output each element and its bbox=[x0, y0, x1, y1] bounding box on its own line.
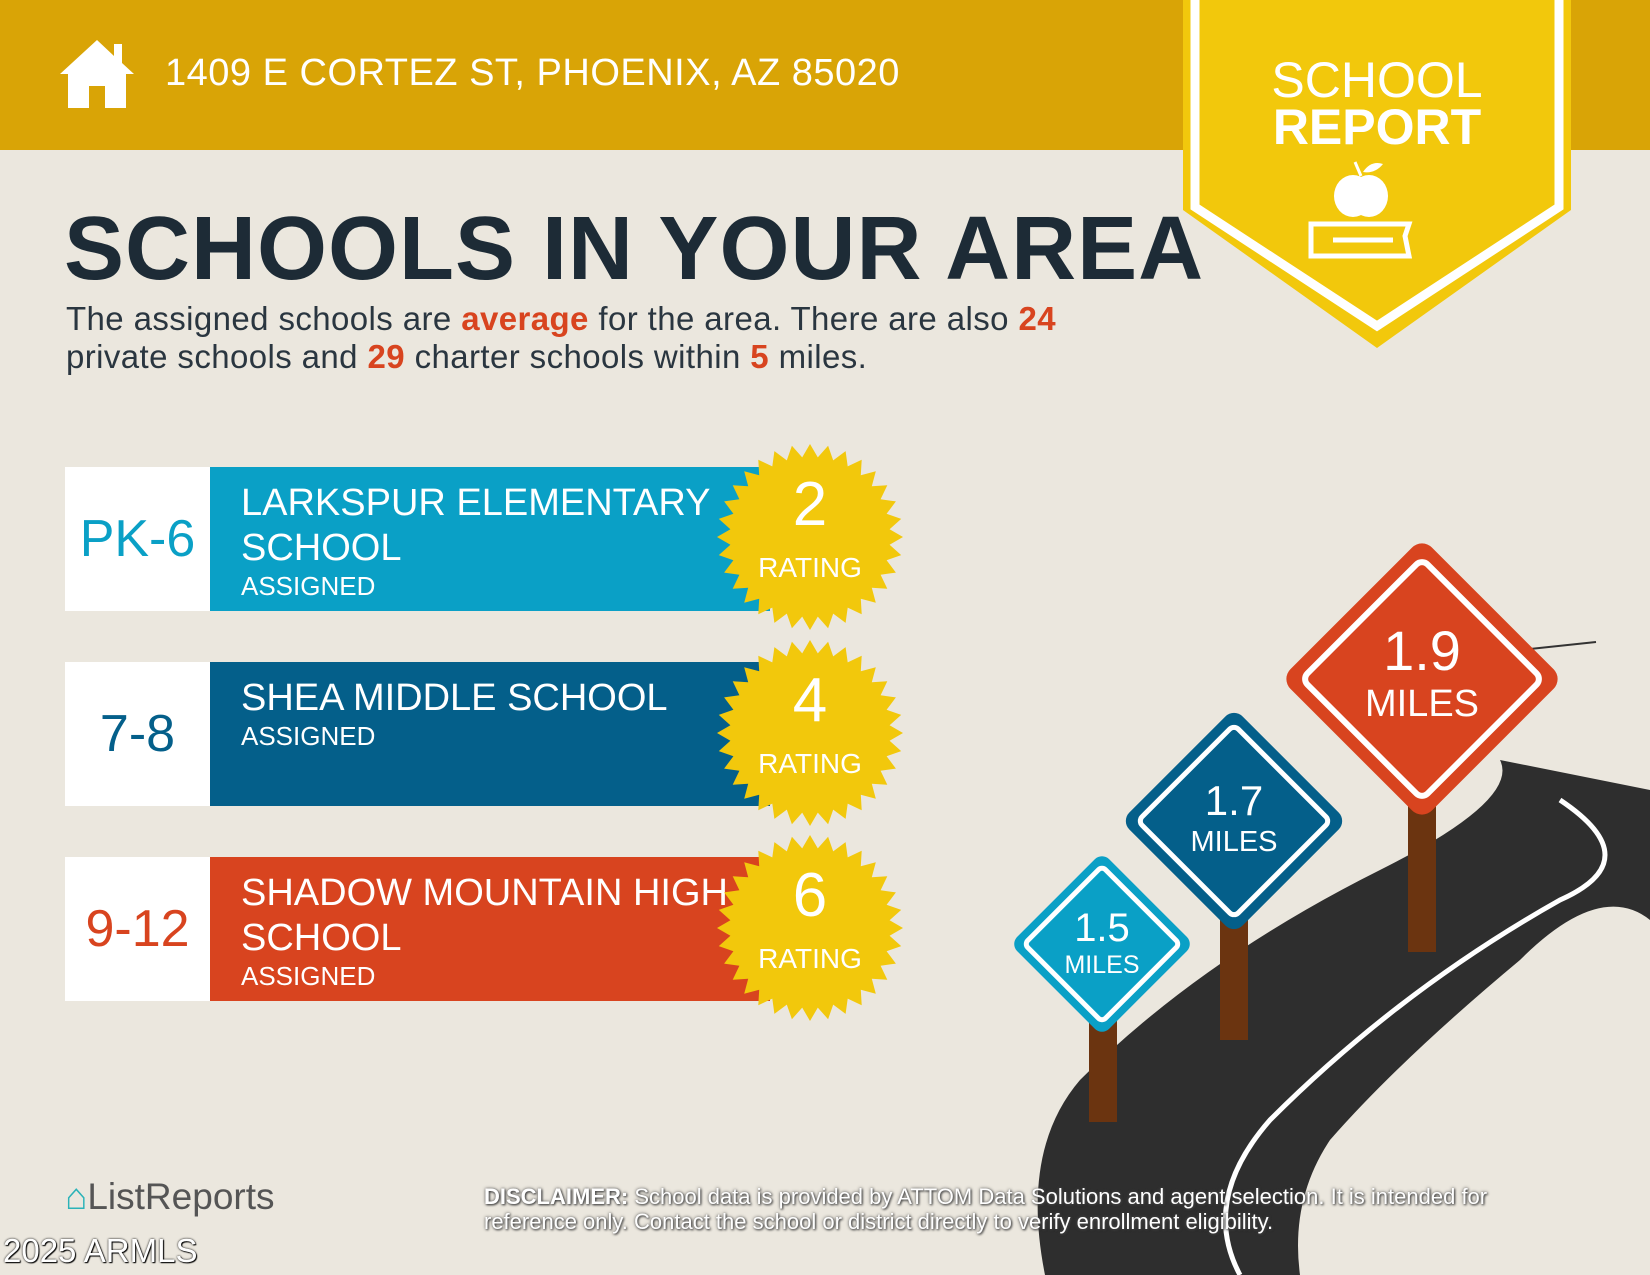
rating-label: RATING bbox=[758, 943, 862, 974]
rating-seal: 4 RATING bbox=[715, 638, 905, 828]
grade-range: 9-12 bbox=[65, 857, 210, 1001]
starburst-icon bbox=[717, 835, 903, 1021]
mls-watermark: 2025 ARMLS bbox=[3, 1232, 198, 1269]
school-report-badge: SCHOOL REPORT bbox=[1183, 0, 1571, 348]
page-title: SCHOOLS IN YOUR AREA bbox=[64, 199, 1205, 299]
starburst-icon bbox=[717, 444, 903, 630]
property-address: 1409 E CORTEZ ST, PHOENIX, AZ 85020 bbox=[165, 52, 900, 94]
road-center-line bbox=[1222, 797, 1608, 1275]
school-name: SHADOW MOUNTAIN HIGH SCHOOL bbox=[241, 872, 728, 959]
schools-summary: The assigned schools are average for the… bbox=[66, 300, 1056, 375]
school-status: ASSIGNED bbox=[241, 571, 376, 601]
rating-value: 4 bbox=[792, 666, 828, 735]
school-name: SHEA MIDDLE SCHOOL bbox=[241, 677, 668, 719]
distance-sign: 1.7 MILES bbox=[1125, 712, 1343, 930]
badge-line1: SCHOOL bbox=[1271, 52, 1482, 108]
disclaimer: DISCLAIMER: School data is provided by A… bbox=[484, 1184, 1488, 1234]
school-status: ASSIGNED bbox=[241, 721, 376, 751]
school-row: SHADOW MOUNTAIN HIGH SCHOOL ASSIGNED bbox=[210, 857, 770, 1001]
rating-value: 2 bbox=[792, 470, 828, 539]
school-row: SHEA MIDDLE SCHOOL ASSIGNED bbox=[210, 662, 770, 806]
distance-value: 1.7 bbox=[1205, 777, 1263, 824]
distance-sign: 1.5 MILES bbox=[1014, 856, 1190, 1032]
grade-range: 7-8 bbox=[65, 662, 210, 806]
school-status: ASSIGNED bbox=[241, 961, 376, 991]
private-count: 24 bbox=[1018, 300, 1056, 337]
logo-icon: ⌂ bbox=[65, 1176, 88, 1217]
grade-range: PK-6 bbox=[65, 467, 210, 611]
listreports-logo: ⌂ListReports bbox=[65, 1176, 275, 1217]
school-row: LARKSPUR ELEMENTARY SCHOOL ASSIGNED bbox=[210, 467, 770, 611]
rating-label: RATING bbox=[758, 748, 862, 779]
school-name: LARKSPUR ELEMENTARY SCHOOL bbox=[241, 482, 710, 569]
radius-miles: 5 bbox=[750, 338, 770, 375]
distance-unit: MILES bbox=[1365, 683, 1479, 725]
road bbox=[1037, 760, 1650, 1275]
rating-seal: 2 RATING bbox=[715, 442, 905, 632]
distance-value: 1.9 bbox=[1383, 619, 1461, 682]
distance-unit: MILES bbox=[1064, 951, 1139, 979]
charter-count: 29 bbox=[367, 338, 406, 375]
distance-value: 1.5 bbox=[1074, 906, 1130, 950]
badge-line2: REPORT bbox=[1273, 99, 1481, 155]
starburst-icon bbox=[717, 640, 903, 826]
house-icon bbox=[60, 40, 134, 108]
rating-seal: 6 RATING bbox=[715, 833, 905, 1023]
rating-value: 6 bbox=[792, 861, 828, 930]
quality-rating: average bbox=[461, 300, 589, 337]
distance-unit: MILES bbox=[1190, 826, 1277, 858]
rating-label: RATING bbox=[758, 552, 862, 583]
apple-on-book-icon bbox=[1308, 161, 1413, 259]
distance-sign: 1.9 MILES bbox=[1286, 543, 1558, 815]
